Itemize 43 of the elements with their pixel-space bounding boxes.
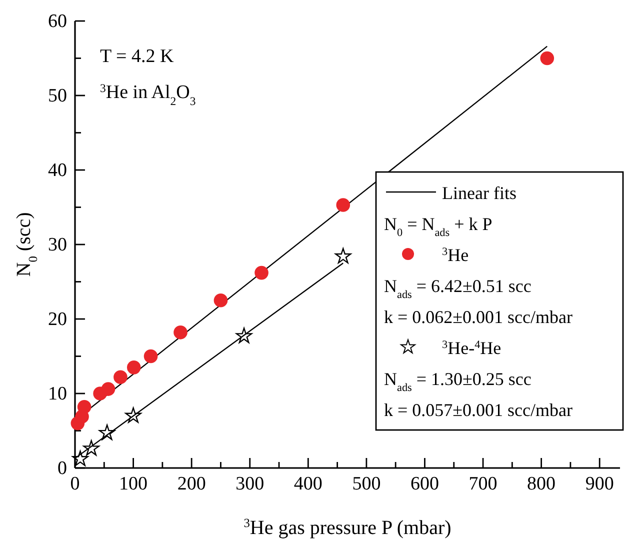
annotation: $^{3}$He in Al$_{2}$O$_{3}$: [100, 82, 196, 108]
y-tick-label: 50: [48, 86, 67, 107]
point: [98, 424, 116, 440]
legend-label: $^{3}$He: [442, 245, 469, 265]
legend-label: $^{3}$He-$^{4}$He: [442, 338, 502, 358]
x-tick-label: 900: [585, 473, 614, 494]
point: [236, 328, 252, 344]
annotation: T = 4.2 K: [100, 46, 174, 67]
x-tick-label: 700: [468, 473, 498, 494]
point: [144, 349, 158, 364]
point: [114, 370, 128, 384]
legend-label: Linear fits: [442, 183, 516, 203]
x-tick-label: 400: [294, 473, 322, 494]
y-tick-label: 60: [48, 11, 67, 32]
point: [126, 360, 141, 374]
x-tick-label: 600: [410, 473, 439, 494]
point: [83, 440, 100, 456]
x-tick-label: 0: [70, 473, 80, 494]
point: [125, 407, 142, 423]
annotation: k = 0.062±0.001 scc/mbar: [384, 307, 573, 327]
annotation: N$_{ads}$ = 1.30±0.25 scc: [384, 369, 532, 394]
y-tick-label: 0: [58, 458, 67, 480]
x-tick-label: 500: [352, 473, 381, 494]
point: [214, 293, 228, 308]
point: [540, 51, 554, 66]
point: [335, 248, 352, 264]
x-tick-label: 300: [236, 473, 264, 494]
x-tick-label: 200: [177, 473, 206, 494]
y-tick-label: 30: [48, 234, 67, 256]
point: [174, 326, 188, 340]
annotation: N$_{ads}$ = 6.42±0.51 scc: [384, 276, 532, 301]
point: [254, 266, 268, 280]
point: [336, 198, 350, 212]
x-axis-title: $^{3}$He gas pressure P (mbar): [244, 516, 452, 539]
point: [101, 382, 116, 396]
annotation: k = 0.057±0.001 scc/mbar: [384, 400, 573, 420]
x-tick-label: 800: [527, 473, 556, 494]
annotation: N$_{0}$ = N$_{ads}$ + k P: [384, 214, 492, 239]
y-tick-label: 10: [48, 384, 67, 405]
y-tick-label: 40: [48, 160, 67, 182]
y-tick-label: 20: [48, 309, 67, 330]
x-tick-label: 100: [119, 473, 148, 494]
point: [77, 400, 92, 414]
